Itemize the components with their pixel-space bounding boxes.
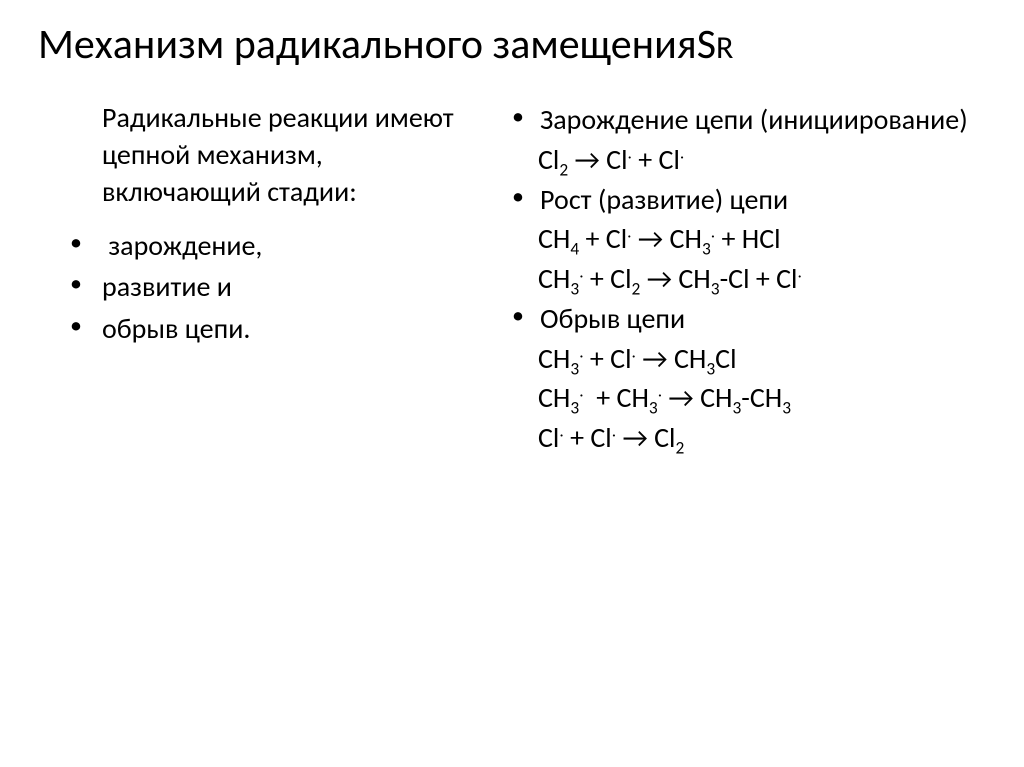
right-list: Обрыв цепи — [498, 299, 978, 339]
left-column: Радикальные реакции имеют цепной механиз… — [38, 100, 478, 458]
equation-term3: Cl. + Cl. → Cl2 — [498, 418, 978, 458]
right-list: Зарождение цепи (инициирование) — [498, 100, 978, 140]
right-list: Рост (развитие) цепи — [498, 180, 978, 220]
list-item: развитие и — [48, 266, 478, 307]
section-initiation: Зарождение цепи (инициирование) — [498, 100, 978, 140]
equation-term1: CH3. + Cl. → CH3Cl — [498, 339, 978, 379]
list-item: зарождение, — [48, 225, 478, 266]
section-growth: Рост (развитие) цепи — [498, 180, 978, 220]
content-columns: Радикальные реакции имеют цепной механиз… — [38, 100, 986, 458]
left-list: зарождение, развитие и обрыв цепи. — [48, 225, 478, 349]
title-main: Механизм радикального замещенияS — [38, 19, 716, 70]
section-termination: Обрыв цепи — [498, 299, 978, 339]
slide-title: Механизм радикального замещенияSR — [38, 22, 986, 68]
title-suffix: R — [716, 28, 733, 67]
equation-term2: CH3. + CH3. → CH3-CH3 — [498, 378, 978, 418]
equation-grow1: CH4 + Cl. → CH3. + HCl — [498, 219, 978, 259]
list-item: обрыв цепи. — [48, 308, 478, 349]
left-intro: Радикальные реакции имеют цепной механиз… — [48, 100, 478, 211]
equation-init: Cl2 → Cl. + Cl. — [498, 140, 978, 180]
right-column: Зарождение цепи (инициирование) Cl2 → Cl… — [498, 100, 978, 458]
equation-grow2: CH3. + Cl2 → CH3-Cl + Cl. — [498, 259, 978, 299]
